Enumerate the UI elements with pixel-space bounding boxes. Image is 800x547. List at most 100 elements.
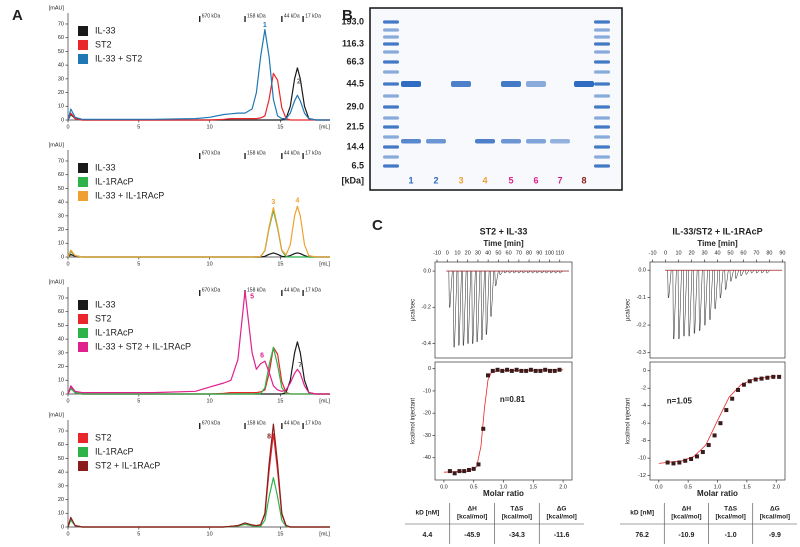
protein-band [475, 139, 495, 144]
y-tick-label: -2 [641, 386, 646, 392]
series-line [67, 28, 330, 121]
x-tick-label: 0 [66, 398, 69, 404]
injection-peak [549, 270, 554, 274]
ladder-label: 21.5 [346, 121, 364, 131]
x-tick-label: 0.5 [684, 484, 692, 490]
x-tick-label: 2.0 [772, 484, 780, 490]
x-axis-label: [mL] [319, 261, 330, 267]
ladder-band [383, 70, 399, 74]
data-point [538, 368, 543, 373]
time-tick-label: 60 [740, 250, 746, 256]
legend-label: IL-33 [95, 162, 116, 172]
ladder-band [594, 28, 610, 32]
y-axis-label: kcal/mol injectant [626, 398, 632, 444]
ladder-band [594, 105, 610, 109]
data-point [759, 376, 764, 381]
itc-title: ST2 + IL-33 [480, 226, 528, 236]
legend-swatch [78, 40, 88, 50]
time-tick-label: 100 [545, 250, 554, 256]
peak-label: 2 [297, 78, 301, 85]
injection-peak [677, 270, 682, 340]
data-point [519, 368, 524, 373]
annotation: n=0.81 [500, 395, 526, 404]
panel-label: C [372, 217, 383, 234]
series-line [67, 72, 330, 121]
data-point [471, 466, 476, 471]
data-point [505, 367, 510, 372]
time-tick-label: 70 [753, 250, 759, 256]
data-point [765, 375, 770, 380]
data-point [689, 457, 694, 462]
power-label: µcal/sec [411, 299, 417, 321]
time-tick-label: 90 [536, 250, 542, 256]
size-marker-label: 670 kDa [202, 13, 221, 19]
time-tick-label: 110 [555, 250, 564, 256]
table-header: kD [nM] [630, 510, 654, 517]
injection-peak [672, 270, 677, 340]
x-tick-label: 15 [277, 124, 283, 130]
ladder-band [594, 145, 610, 149]
table-header: [kcal/mol] [760, 514, 790, 521]
table-header: ΔG [557, 506, 567, 513]
ladder-band [383, 164, 399, 168]
x-tick-label: 5 [137, 398, 140, 404]
ladder-band [594, 60, 610, 64]
data-point [533, 368, 538, 373]
y-tick-label: 10 [58, 511, 64, 517]
injection-peak [526, 270, 531, 274]
ladder-band [383, 145, 399, 149]
data-point [466, 467, 471, 472]
peak-label: 5 [250, 293, 254, 300]
time-tick-label: 20 [465, 250, 471, 256]
time-tick-label: 50 [495, 250, 501, 256]
table-header: TΔS [724, 506, 738, 513]
table-value: -1.0 [725, 532, 737, 539]
time-tick-label: 10 [675, 250, 681, 256]
gel-frame [369, 7, 623, 191]
y-tick-label: -4 [641, 403, 646, 409]
data-point [547, 368, 552, 373]
data-point [462, 469, 467, 474]
power-tick-label: 0.0 [638, 268, 646, 274]
ladder-band [383, 94, 399, 98]
data-point [447, 469, 452, 474]
legend-label: ST2 [95, 39, 112, 49]
peak-label: 8 [267, 433, 271, 440]
y-tick-label: -6 [641, 421, 646, 427]
y-tick-label: 20 [58, 90, 64, 96]
data-point [490, 368, 495, 373]
injection-peak [740, 270, 745, 276]
ladder-label: 29.0 [346, 101, 364, 111]
data-point [452, 471, 457, 476]
table-header: [kcal/mol] [546, 514, 576, 521]
table-value: 76.2 [635, 532, 649, 539]
x-tick-label: 15 [277, 261, 283, 267]
x-axis-label: [mL] [319, 124, 330, 130]
data-point [557, 367, 562, 372]
unit-label: [kDa] [341, 175, 364, 185]
injection-peak [512, 270, 517, 274]
series-line [67, 346, 330, 395]
time-tick-label: 90 [779, 250, 785, 256]
legend-swatch [78, 300, 88, 310]
legend-label: ST2 [95, 313, 112, 323]
ladder-band [594, 116, 610, 120]
legend-label: IL-33 [95, 299, 116, 309]
size-marker-label: 17 kDa [305, 287, 321, 293]
data-point [552, 368, 557, 373]
injection-peak [489, 271, 494, 317]
injection-peak [503, 270, 508, 274]
ladder-label: 193.0 [341, 16, 364, 26]
series-line [67, 290, 330, 395]
data-point [700, 450, 705, 455]
x-tick-label: 15 [277, 531, 283, 537]
y-tick-label: 60 [58, 172, 64, 178]
protein-band [526, 81, 546, 87]
x-tick-label: 1.0 [500, 484, 508, 490]
y-tick-label: 30 [58, 350, 64, 356]
y-tick-label: -20 [423, 411, 431, 417]
lane-label: 6 [533, 175, 538, 185]
y-tick-label: 40 [58, 470, 64, 476]
y-tick-label: 10 [58, 241, 64, 247]
x-tick-label: 0.5 [470, 484, 478, 490]
